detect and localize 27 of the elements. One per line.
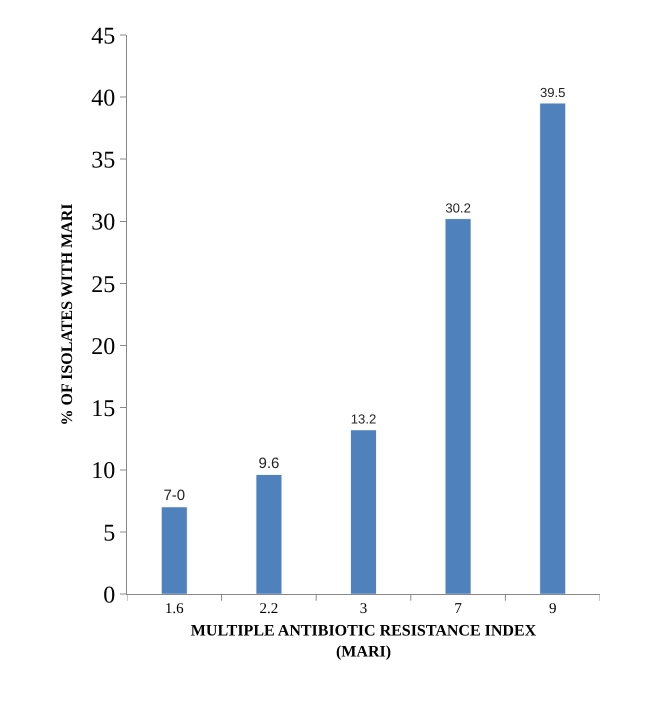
data-label: 9.6 — [258, 454, 280, 472]
y-tick-label: 35 — [91, 148, 116, 174]
x-tick-label: 9 — [548, 601, 556, 617]
x-axis-title: MULTIPLE ANTIBIOTIC RESISTANCE INDEX (MARI) — [190, 622, 537, 660]
y-tick-label: 45 — [91, 23, 116, 50]
y-tick-label: 15 — [91, 396, 116, 422]
data-label: 13.2 — [350, 412, 376, 427]
x-tick-label: 3 — [360, 601, 368, 617]
data-label: 39.5 — [540, 84, 566, 100]
x-tick-label: 1.6 — [164, 601, 184, 617]
y-tick-label: 30 — [91, 210, 116, 236]
bar — [350, 430, 377, 594]
x-tick-label: 7 — [454, 601, 462, 617]
y-tick-label: 25 — [91, 272, 116, 298]
bar — [445, 218, 472, 594]
y-tick-label: 0 — [103, 582, 116, 608]
y-tick-label: 5 — [103, 520, 116, 546]
y-tick-label: 10 — [91, 458, 116, 484]
y-axis-title: % OF ISOLATES WITH MARI — [59, 204, 76, 426]
bar — [161, 506, 188, 594]
y-tick-label: 40 — [91, 86, 116, 112]
data-label: 30.2 — [445, 200, 471, 216]
bar — [256, 474, 282, 594]
y-tick-label: 20 — [91, 334, 116, 360]
data-label: 7-0 — [163, 487, 186, 504]
bar — [540, 103, 566, 594]
x-tick-label: 2.2 — [260, 601, 278, 617]
